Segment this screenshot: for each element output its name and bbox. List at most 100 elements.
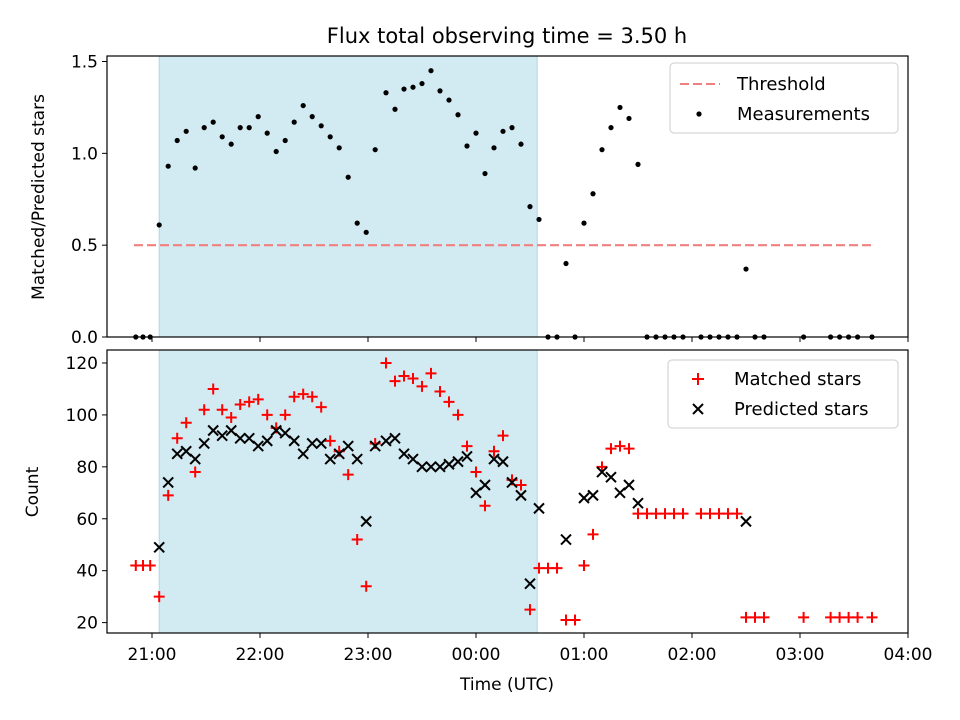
measurement-point (581, 220, 587, 226)
predicted-star-point (252, 440, 264, 452)
predicted-star-point (216, 429, 228, 442)
y-tick-label: 60 (76, 510, 98, 530)
predicted-star-point (225, 424, 237, 437)
measurement-point (410, 84, 416, 90)
x-tick-label: 22:00 (236, 645, 285, 665)
matched-star-point (470, 466, 482, 478)
legend-measurements-label: Measurements (737, 104, 870, 125)
matched-star-point (144, 559, 156, 571)
y-tick-label: 100 (66, 406, 98, 426)
matched-star-point (207, 383, 219, 395)
matched-star-point (306, 391, 318, 403)
measurement-point (219, 134, 225, 140)
top-legend: Threshold Measurements (669, 62, 899, 134)
measurement-point (264, 130, 270, 136)
predicted-star-point (605, 471, 617, 483)
measurement-point (237, 125, 243, 131)
predicted-star-point (333, 448, 345, 460)
top-axes-frame (106, 55, 909, 338)
predicted-star-point (515, 489, 527, 502)
matched-star-point (243, 396, 255, 408)
predicted-star-point (533, 502, 545, 515)
matched-star-point (731, 508, 743, 520)
predicted-star-point (360, 515, 372, 528)
predicted-star-point (524, 577, 536, 590)
y-tick-label: 0.0 (71, 328, 98, 348)
matched-star-point (425, 367, 437, 379)
matched-star-point (398, 370, 410, 382)
legend-measurements-swatch (696, 111, 702, 117)
matched-star-point (434, 386, 446, 398)
matched-star-point (297, 388, 309, 400)
predicted-star-point (153, 541, 165, 554)
measurement-point (392, 106, 398, 112)
matched-star-point (479, 500, 491, 512)
predicted-star-point (297, 448, 309, 460)
matched-star-point (524, 604, 536, 616)
chart-title: Flux total observing time = 3.50 h (327, 24, 687, 48)
predicted-star-point (470, 487, 482, 499)
matched-star-point (614, 440, 626, 452)
measurement-point (626, 115, 632, 122)
predicted-star-point (425, 461, 437, 473)
predicted-star-point (234, 432, 246, 444)
top-y-axis-ticks: 0.0 0.5 1.0 1.5 (71, 53, 107, 348)
top-panel: 0.0 0.5 1.0 1.5 Matched/Predicted stars Thr… (29, 53, 909, 348)
matched-star-point (380, 357, 392, 369)
measurement-point (336, 145, 342, 151)
measurement-point (327, 134, 333, 140)
matched-star-point (452, 409, 464, 421)
top-legend-box (669, 62, 899, 134)
predicted-star-point (279, 427, 291, 439)
y-tick-label: 20 (76, 614, 98, 634)
measurement-point (518, 141, 524, 147)
matched-star-point (225, 412, 237, 424)
measurement-point (428, 68, 434, 74)
legend-predicted-label: Predicted stars (734, 399, 868, 420)
bottom-panel: 20 40 60 80 100 120 21:00 22:00 23:00 00:00 01:00… (23, 349, 933, 695)
bottom-data-points (130, 357, 878, 626)
predicted-star-point (351, 453, 363, 465)
x-tick-label: 04:00 (884, 645, 933, 665)
predicted-star-point (189, 453, 201, 465)
matched-star-point (515, 479, 527, 491)
predicted-star-point (623, 479, 635, 491)
predicted-star-point (407, 453, 419, 465)
predicted-star-point (560, 533, 572, 546)
matched-star-point (153, 591, 165, 603)
predicted-star-point (479, 479, 491, 491)
matched-star-point (416, 380, 428, 392)
predicted-star-point (162, 476, 174, 489)
predicted-star-point (596, 466, 608, 478)
matched-star-point (180, 417, 192, 429)
measurement-point (536, 216, 542, 223)
matched-star-point (443, 396, 455, 408)
predicted-star-point (632, 497, 644, 509)
measurement-point (437, 88, 443, 94)
predicted-star-point (389, 432, 401, 444)
legend-matched-label: Matched stars (734, 369, 861, 390)
bottom-y-axis-ticks: 20 40 60 80 100 120 (66, 354, 107, 634)
measurement-point (473, 130, 479, 136)
bottom-axes-frame (106, 349, 909, 634)
matched-star-point (623, 443, 635, 455)
predicted-star-point (416, 461, 428, 473)
measurement-point (500, 128, 506, 134)
measurement-point (599, 147, 605, 153)
matched-star-point (288, 391, 300, 403)
measurement-point (228, 141, 234, 147)
matched-star-point (252, 393, 264, 405)
matched-star-point (351, 534, 363, 546)
x-tick-label: 01:00 (560, 645, 609, 665)
bottom-legend: Matched stars Predicted stars (667, 359, 899, 429)
matched-star-point (798, 611, 810, 623)
y-tick-label: 0.5 (71, 236, 98, 256)
measurement-point (363, 229, 369, 235)
matched-star-point (189, 466, 201, 478)
matched-star-point (234, 399, 246, 411)
measurement-point (608, 125, 614, 131)
matched-star-point (360, 580, 372, 592)
x-tick-label: 03:00 (776, 645, 825, 665)
legend-threshold-label: Threshold (736, 74, 826, 95)
